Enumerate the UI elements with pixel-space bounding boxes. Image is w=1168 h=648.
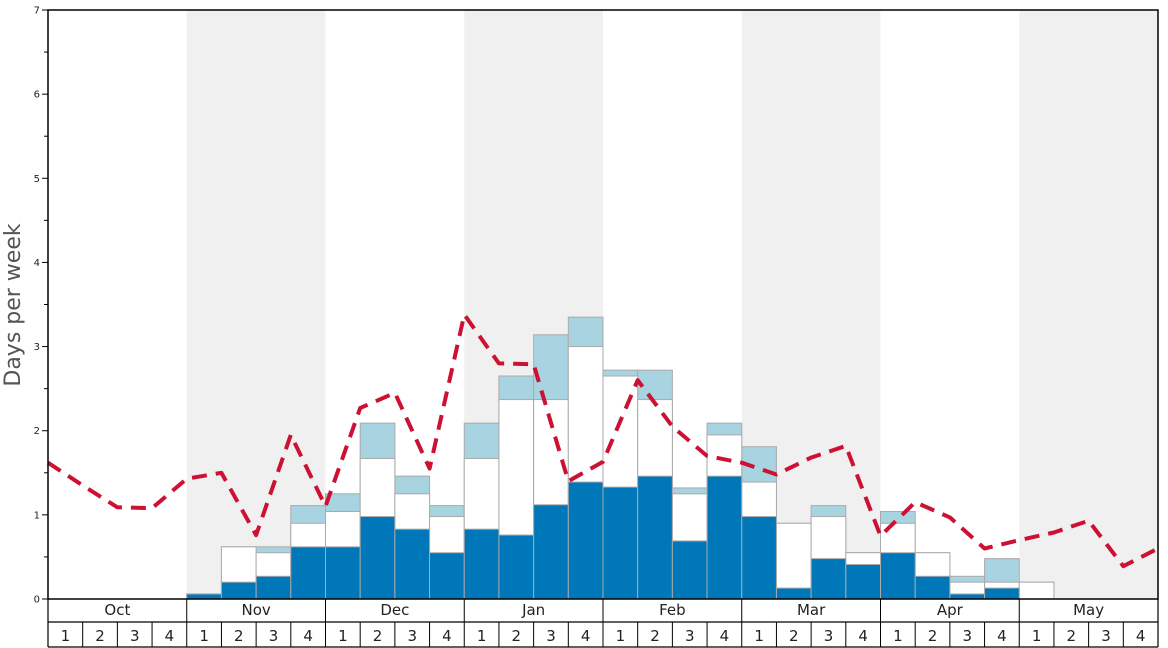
week-label: 3 [685,627,695,645]
month-band-may [1019,10,1158,599]
month-label-oct: Oct [104,601,130,619]
week-label: 4 [442,627,452,645]
bar-middle [1018,581,1055,600]
bar-bottom [394,528,431,600]
week-label: 4 [997,627,1007,645]
week-label: 1 [1032,627,1042,645]
bar-bottom [463,528,500,600]
bar-bottom [671,540,708,600]
x-axis: Oct Nov Dec Jan Feb Mar Apr May 1 2 3 4 1 2 3 4 1 2 3 4 1 2 3 4… [47,599,1159,648]
bar-bottom [220,581,257,600]
bar-bottom [359,516,396,600]
week-label: 4 [303,627,313,645]
y-tick-label: 5 [34,174,40,185]
bar-bottom [984,587,1020,600]
week-label: 2 [234,627,244,645]
bar-bottom [602,486,639,600]
week-label: 2 [789,627,799,645]
week-label: 3 [962,627,972,645]
bar-bottom [845,564,881,600]
week-label: 2 [650,627,660,645]
bar-bottom [810,558,847,600]
week-label: 2 [95,627,105,645]
bar-bottom [325,546,361,600]
bars [186,316,1055,600]
bar-bottom [255,575,292,600]
month-label-dec: Dec [380,601,409,619]
bar-bottom [429,552,465,600]
month-label-apr: Apr [937,601,964,619]
week-label: 2 [373,627,383,645]
week-label: 1 [754,627,764,645]
bar-bottom [775,587,812,600]
week-label: 4 [1136,627,1146,645]
month-label-mar: Mar [797,601,826,619]
bar-bottom [880,552,916,600]
month-label-nov: Nov [241,601,270,619]
bar-bottom [186,593,222,600]
y-tick-label: 3 [34,342,40,353]
y-tick-label: 4 [34,258,40,269]
y-tick-label: 2 [34,426,40,437]
week-label: 4 [581,627,591,645]
month-label-jan: Jan [521,601,545,619]
week-label: 1 [893,627,903,645]
week-label: 4 [858,627,868,645]
week-label: 3 [269,627,279,645]
y-tick-label: 0 [34,595,40,606]
month-label-feb: Feb [659,601,686,619]
y-tick-label: 6 [34,90,40,101]
y-axis-label: Days per week [1,223,26,386]
week-label: 1 [338,627,348,645]
y-tick-label: 1 [34,510,40,521]
week-label: 4 [165,627,175,645]
week-label: 3 [824,627,834,645]
bar-bottom [741,516,777,600]
bar-bottom [498,534,535,600]
week-label: 1 [199,627,209,645]
y-axis: 0 1 2 3 4 5 6 7 [34,6,48,606]
bar-bottom [914,575,951,600]
week-label: 1 [61,627,71,645]
week-label: 3 [407,627,417,645]
month-bands [186,10,1158,599]
week-label: 3 [1101,627,1111,645]
bar-bottom [949,593,986,600]
bar-bottom [290,546,326,600]
trend-line [46,312,1159,569]
bar-bottom [533,504,569,600]
y-tick-label: 7 [34,6,40,17]
week-label: 3 [130,627,140,645]
week-label: 3 [546,627,556,645]
bar-bottom [567,481,604,600]
month-label-may: May [1073,601,1104,619]
week-label: 1 [477,627,487,645]
bar-bottom [637,475,673,600]
week-label: 2 [512,627,522,645]
week-label: 4 [720,627,730,645]
week-label: 2 [1067,627,1077,645]
week-label: 1 [616,627,626,645]
bar-bottom [706,475,743,600]
month-band-nov [186,10,326,599]
week-label: 2 [928,627,938,645]
